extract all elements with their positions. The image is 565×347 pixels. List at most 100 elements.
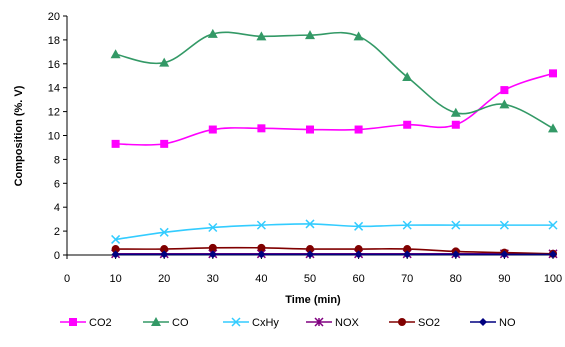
data-point-cxhy [499,220,509,230]
data-point-co2 [403,120,412,129]
x-tick-label: 10 [109,273,121,285]
data-point-co [256,31,267,41]
series-line-cxhy [115,223,553,241]
data-point-cxhy [548,220,558,230]
data-point-so2 [306,245,314,254]
data-point-cxhy [451,220,461,230]
x-axis-ticks: 0 10 20 30 40 50 60 70 80 90 100 [64,255,562,285]
series-layer [110,28,558,259]
data-point-co2 [208,125,217,134]
data-point-so2 [403,245,412,254]
legend-item-no: NO [470,317,516,329]
data-point-so2 [111,245,120,254]
legend-item-nox: NOX [306,317,360,329]
legend-item-co2: CO2 [60,317,112,329]
data-point-co2 [451,120,460,129]
series-so2 [111,243,557,258]
x-tick-label: 100 [544,273,562,285]
legend-label: NOX [335,317,360,329]
series-cxhy [111,219,558,244]
data-point-cxhy [402,220,412,230]
legend-marker [479,318,487,326]
data-point-so2 [257,243,266,252]
x-tick-label: 60 [352,273,364,285]
data-point-no [500,250,509,259]
data-point-co [159,57,170,67]
data-point-no [160,250,169,259]
legend-marker [151,317,161,326]
x-tick-label: 80 [450,273,462,285]
data-point-co [353,31,364,41]
legend-label: CO2 [89,317,112,329]
legend-item-so2: SO2 [389,317,440,329]
x-tick-label: 40 [255,273,267,285]
series-co [110,28,558,133]
data-point-no [403,250,412,259]
legend-marker [69,318,77,326]
data-point-co [402,71,413,81]
legend-label: CO [172,317,189,329]
y-tick-label: 14 [48,83,60,95]
data-point-cxhy [208,222,218,233]
legend-item-cxhy: CxHy [223,317,279,329]
data-point-co2 [257,124,266,133]
data-point-cxhy [111,234,121,244]
data-point-no [208,250,217,259]
data-point-co [499,99,510,109]
x-tick-label: 90 [498,273,510,285]
data-point-so2 [354,245,363,254]
y-axis-title: Composition (%. V) [13,85,25,186]
series-line-co [115,31,554,130]
data-point-co2 [111,139,120,148]
x-tick-label: 0 [64,273,70,285]
series-co2 [111,69,557,148]
data-point-no [354,250,363,259]
data-point-cxhy [159,227,169,237]
x-tick-label: 20 [158,273,170,285]
data-point-cxhy [354,221,364,231]
series-no [111,250,557,259]
x-tick-label: 50 [304,273,316,285]
data-point-co [548,123,558,133]
y-tick-label: 12 [48,107,60,119]
data-point-cxhy [256,220,266,230]
data-point-co2 [549,69,557,78]
legend-label: CxHy [252,317,279,329]
legend-marker [314,317,324,327]
data-point-co [207,28,218,38]
data-point-co2 [354,125,363,134]
y-tick-label: 4 [54,202,60,214]
legend-label: SO2 [418,317,440,329]
data-point-no [451,250,460,259]
data-point-co2 [500,86,509,95]
data-point-co [110,49,121,59]
y-axis-ticks: 0 2 4 6 8 10 12 14 16 18 20 [48,11,67,262]
legend-marker [398,318,406,326]
y-tick-label: 20 [48,11,60,23]
x-axis-title: Time (min) [285,294,341,306]
x-tick-label: 30 [207,273,219,285]
data-point-no [306,250,314,259]
legend-marker [231,317,241,327]
x-tick-label: 70 [401,273,413,285]
legend-label: NO [499,317,516,329]
data-point-co2 [160,139,169,148]
y-tick-label: 8 [54,154,60,166]
axes: 0 2 4 6 8 10 12 14 16 18 20 0 10 20 30 40 50 60 70 80 90 100 [48,11,562,285]
legend: CO2 CO CxHy NOX SO2 NO [60,317,516,329]
y-tick-label: 0 [54,250,60,262]
data-point-co [305,30,315,40]
data-point-no [111,250,120,259]
data-point-no [549,250,557,259]
data-point-so2 [160,245,169,254]
data-point-cxhy [305,219,315,229]
y-tick-label: 6 [54,178,60,190]
y-tick-label: 10 [48,131,60,143]
y-tick-label: 2 [54,226,60,238]
y-tick-label: 18 [48,35,60,47]
series-line-co2 [115,72,554,146]
data-point-so2 [208,243,217,252]
data-point-no [257,250,266,259]
y-tick-label: 16 [48,59,60,71]
